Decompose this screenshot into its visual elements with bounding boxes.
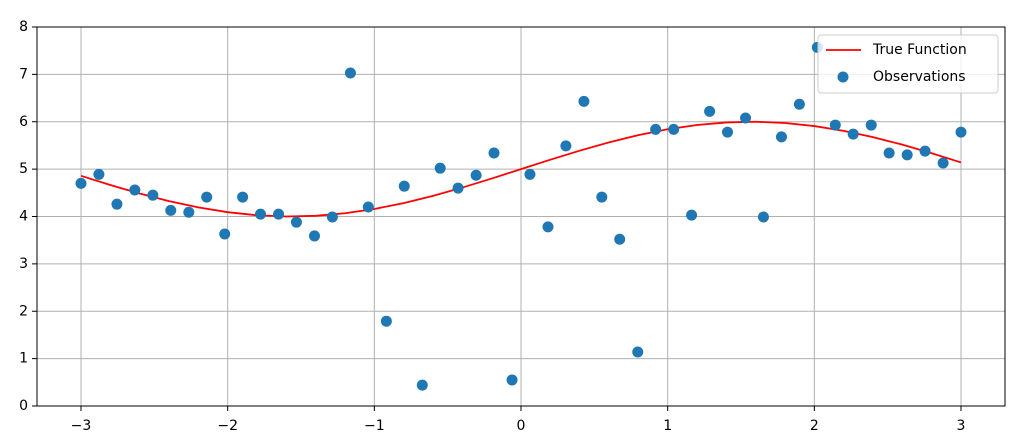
observation-point	[290, 216, 302, 228]
observation-point	[129, 184, 141, 196]
y-tick-label: 7	[19, 66, 28, 82]
observation-point	[380, 315, 392, 327]
observation-point	[488, 147, 500, 159]
observation-point	[326, 211, 338, 223]
y-tick-label: 8	[19, 19, 28, 35]
observation-point	[919, 145, 931, 157]
observation-point	[362, 201, 374, 213]
observation-point	[111, 198, 123, 210]
x-tick-label: 0	[517, 418, 526, 434]
observation-point	[416, 379, 428, 391]
observation-point	[901, 149, 913, 161]
observation-point	[506, 374, 518, 386]
observation-point	[452, 182, 464, 194]
legend-marker	[837, 71, 849, 83]
observation-point	[398, 180, 410, 192]
observation-point	[740, 112, 752, 124]
y-tick-label: 2	[19, 303, 28, 319]
observation-point	[524, 168, 536, 180]
y-tick-label: 4	[19, 209, 28, 225]
observation-point	[596, 191, 608, 203]
observation-point	[560, 140, 572, 152]
observation-point	[344, 67, 356, 79]
observation-point	[273, 208, 285, 220]
y-tick-label: 0	[19, 398, 28, 414]
observation-point	[668, 123, 680, 135]
legend-box	[817, 34, 999, 94]
observation-point	[542, 221, 554, 233]
observation-point	[237, 191, 249, 203]
observation-point	[865, 119, 877, 131]
observation-point	[632, 346, 644, 358]
observation-point	[847, 128, 859, 140]
observation-point	[219, 228, 231, 240]
plot-frame	[36, 26, 1006, 407]
observation-point	[937, 157, 949, 169]
x-tick-label: −1	[364, 418, 385, 434]
observation-point	[614, 233, 626, 245]
y-tick-label: 5	[19, 161, 28, 177]
x-tick-label: −2	[217, 418, 238, 434]
observation-point	[470, 169, 482, 181]
observation-point	[829, 119, 841, 131]
observation-point	[722, 126, 734, 138]
observation-point	[147, 189, 159, 201]
observation-point	[434, 162, 446, 174]
observation-point	[255, 208, 267, 220]
observation-point	[183, 206, 195, 218]
observation-point	[883, 147, 895, 159]
observation-point	[757, 211, 769, 223]
legend-label: Observations	[873, 69, 966, 85]
x-tick-label: 1	[663, 418, 672, 434]
observation-point	[201, 191, 213, 203]
observation-point	[650, 123, 662, 135]
observation-point	[704, 105, 716, 117]
observation-point	[578, 95, 590, 107]
observation-point	[93, 168, 105, 180]
y-tick-label: 3	[19, 256, 28, 272]
legend-label: True Function	[872, 42, 967, 58]
observation-point	[75, 177, 87, 189]
observation-point	[955, 126, 967, 138]
true-function-line	[80, 120, 962, 218]
y-tick-label: 6	[19, 114, 28, 130]
observation-point	[775, 131, 787, 143]
observation-point	[793, 98, 805, 110]
x-tick-label: 3	[957, 418, 966, 434]
observation-point	[686, 209, 698, 221]
observation-point	[308, 230, 320, 242]
observation-point	[165, 204, 177, 216]
x-tick-label: −3	[71, 418, 92, 434]
y-tick-label: 1	[19, 351, 28, 367]
x-tick-label: 2	[810, 418, 819, 434]
